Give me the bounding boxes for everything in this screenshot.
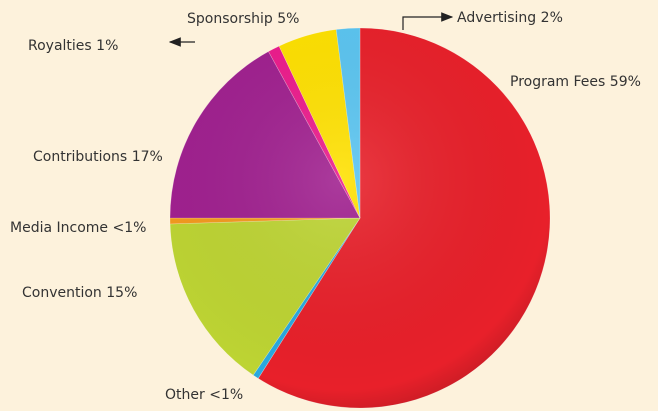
slice-name: Convention [22,285,102,301]
slice-value: 1% [96,38,118,54]
slice-value: 5% [277,11,299,27]
slice-label: Media Income <1% [10,220,146,236]
slice-value: 17% [132,149,163,165]
slice-name: Program Fees [510,74,605,90]
slice-value: <1% [209,387,243,403]
slice-label: Royalties 1% [28,38,118,54]
slice-name: Contributions [33,149,127,165]
slice-name: Royalties [28,38,92,54]
slice-value: 2% [541,10,563,26]
slice-label: Program Fees 59% [510,74,641,90]
slice-label: Advertising 2% [457,10,563,26]
slice-value: 59% [610,74,641,90]
slice-value: 15% [106,285,137,301]
leader-arrow [402,12,454,30]
slice-name: Other [165,387,205,403]
slice-name: Advertising [457,10,536,26]
slice-label: Contributions 17% [33,149,163,165]
slice-name: Sponsorship [187,11,273,27]
slice-value: <1% [112,220,146,236]
slice-name: Media Income [10,220,108,236]
slice-label: Sponsorship 5% [187,11,299,27]
slice-label: Convention 15% [22,285,137,301]
pie [169,27,551,409]
slice-label: Other <1% [165,387,243,403]
